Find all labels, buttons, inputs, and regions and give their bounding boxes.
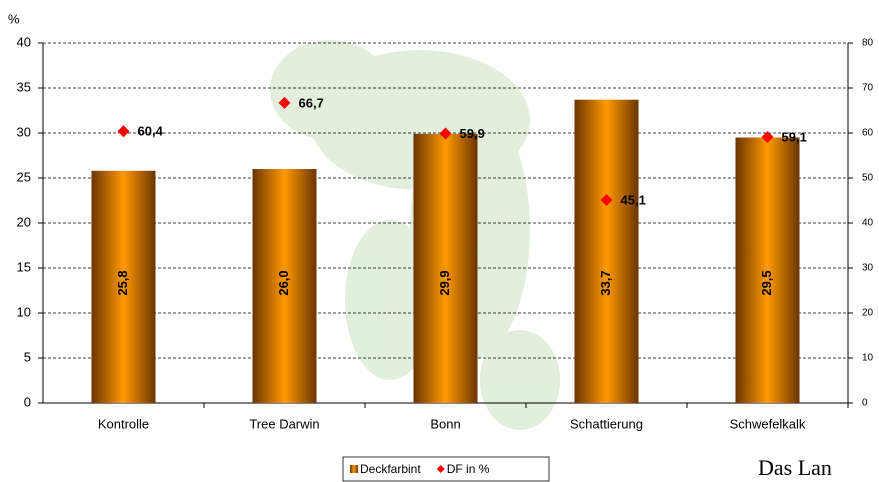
bar xyxy=(252,169,317,403)
data-label: 33,7 xyxy=(598,270,613,295)
y2-tick-label: 50 xyxy=(862,173,874,184)
y-tick-label: 25 xyxy=(17,169,31,184)
y2-tick-label: 0 xyxy=(862,398,868,409)
logo-text: Das Lan xyxy=(758,455,832,480)
legend-marker xyxy=(350,465,358,473)
bar xyxy=(91,170,156,403)
legend-marker xyxy=(436,465,445,473)
diamond-marker xyxy=(439,127,452,140)
x-tick-label: Tree Darwin xyxy=(249,416,319,431)
diamond-marker xyxy=(117,125,130,138)
y2-tick-label: 10 xyxy=(862,353,874,364)
data-label: 66,7 xyxy=(299,95,324,110)
x-tick-label: Kontrolle xyxy=(98,416,149,431)
data-label: 45,1 xyxy=(621,192,646,207)
data-label: 29,5 xyxy=(759,270,774,295)
y-tick-label: 20 xyxy=(17,214,31,229)
y2-tick-label: 30 xyxy=(862,263,874,274)
y-tick-label: 40 xyxy=(17,34,31,49)
diamond-marker xyxy=(278,96,291,109)
x-tick-label: Bonn xyxy=(430,416,460,431)
data-label: 59,9 xyxy=(460,126,485,141)
legend: Deckfarbint DF in % xyxy=(342,456,550,482)
data-label: 60,4 xyxy=(138,124,164,139)
legend-label: DF in % xyxy=(447,462,490,476)
y-tick-label: 5 xyxy=(24,349,31,364)
y-tick-label: 10 xyxy=(17,304,31,319)
diamond-marker xyxy=(761,131,774,144)
data-label: 25,8 xyxy=(115,270,130,295)
y2-tick-label: 40 xyxy=(862,218,874,229)
y2-tick-label: 80 xyxy=(862,38,874,49)
y2-tick-label: 70 xyxy=(862,83,874,94)
bar xyxy=(574,99,639,403)
diamond-marker xyxy=(600,194,613,207)
y2-tick-label: 60 xyxy=(862,128,874,139)
bar xyxy=(735,137,800,403)
data-label: 26,0 xyxy=(276,270,291,295)
y-tick-label: 35 xyxy=(17,79,31,94)
data-label: 29,9 xyxy=(437,270,452,295)
x-tick-label: Schwefelkalk xyxy=(730,416,806,431)
legend-label: Deckfarbint xyxy=(360,462,421,476)
y-tick-label: 15 xyxy=(17,259,31,274)
y2-tick-label: 20 xyxy=(862,308,874,319)
bar xyxy=(413,133,478,403)
y-axis-label: % xyxy=(8,11,20,26)
y-tick-label: 30 xyxy=(17,124,31,139)
legend-box xyxy=(342,456,550,482)
x-tick-label: Schattierung xyxy=(570,416,643,431)
data-label: 59,1 xyxy=(782,129,807,144)
y-tick-label: 0 xyxy=(24,394,31,409)
